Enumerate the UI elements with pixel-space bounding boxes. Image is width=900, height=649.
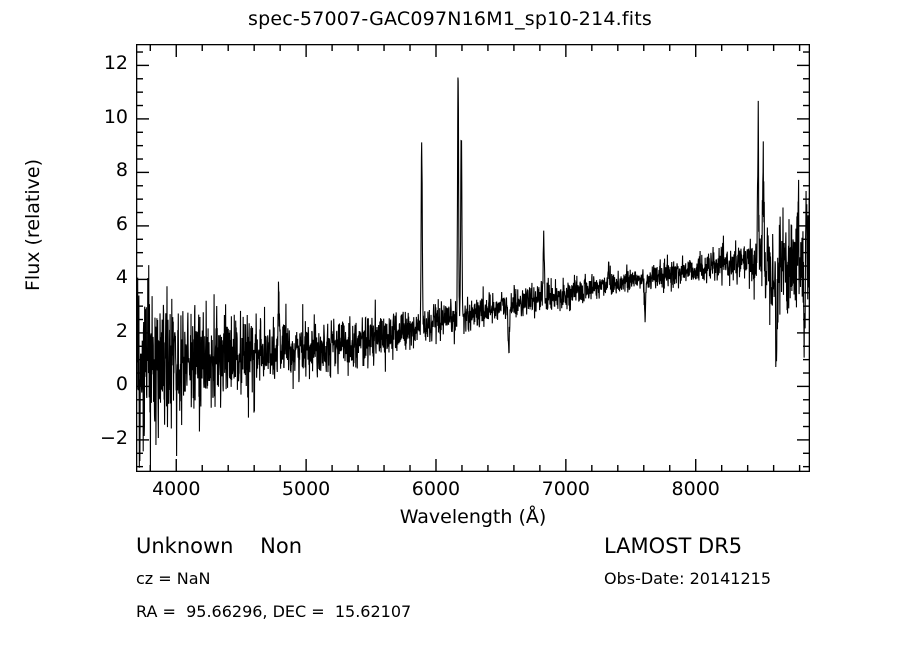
spectrum-chart-svg <box>136 44 810 472</box>
y-tick-label: 6 <box>115 212 128 235</box>
y-axis-label: Flux (relative) <box>22 158 44 292</box>
cz-value-label: cz = NaN <box>136 569 211 588</box>
obs-date-label: Obs-Date: 20141215 <box>604 569 772 588</box>
x-axis-label: Wavelength (Å) <box>399 506 547 528</box>
y-tick-label: 0 <box>115 373 128 396</box>
y-tick-label: 2 <box>115 319 128 342</box>
page-title: spec-57007-GAC097N16M1_sp10-214.fits <box>247 8 653 30</box>
y-tick-label: −2 <box>99 426 128 449</box>
x-tick-label: 7000 <box>541 478 591 500</box>
spectrum-trace <box>136 77 810 472</box>
y-tick-label: 10 <box>103 105 128 128</box>
x-tick-label: 5000 <box>281 478 331 500</box>
y-tick-label: 12 <box>103 52 128 75</box>
x-tick-label: 6000 <box>411 478 461 500</box>
footer-metadata: Unknown Non cz = NaN RA = 95.66296, DEC … <box>0 528 900 638</box>
survey-label: LAMOST DR5 <box>604 534 743 558</box>
x-tick-label: 4000 <box>152 478 201 500</box>
object-class-label: Unknown Non <box>136 534 303 558</box>
ra-dec-label: RA = 95.66296, DEC = 15.62107 <box>136 602 412 621</box>
y-tick-label: 8 <box>115 159 128 182</box>
plot-frame <box>136 44 810 472</box>
x-tick-label: 8000 <box>671 478 720 500</box>
chart-plot-area <box>136 44 810 472</box>
y-tick-label: 4 <box>115 266 128 289</box>
